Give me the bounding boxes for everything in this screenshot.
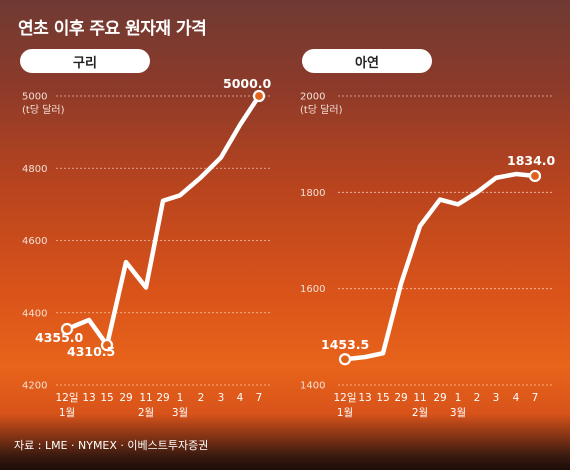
zinc-month-label: 3월 xyxy=(450,407,466,419)
source-note: 자료 : LME · NYMEX · 이베스트투자증권 xyxy=(14,439,209,452)
zinc-data-label: 1453.5 xyxy=(321,337,369,352)
zinc-y-tick-label: 1800 xyxy=(300,188,325,199)
page-title: 연초 이후 주요 원자재 가격 xyxy=(18,19,207,39)
zinc-unit-label: (t당 달러) xyxy=(300,104,343,116)
copper-price-line xyxy=(64,93,262,348)
copper-y-tick-label: 4600 xyxy=(22,236,47,247)
copper-data-marker xyxy=(252,89,266,103)
zinc-x-tick-label: 2 xyxy=(474,392,481,404)
copper-x-tick-label: 7 xyxy=(256,392,263,404)
copper-month-label: 1월 xyxy=(59,407,75,419)
copper-data-label: 4310.5 xyxy=(67,344,115,359)
zinc-y-tick-label: 2000 xyxy=(300,92,325,103)
copper-y-tick-label: 4200 xyxy=(22,381,47,392)
zinc-month-label: 2월 xyxy=(412,407,428,419)
copper-x-tick-label: 4 xyxy=(237,392,244,404)
zinc-month-label: 1월 xyxy=(337,407,353,419)
zinc-x-tick-label: 1 xyxy=(455,392,462,404)
zinc-price-line xyxy=(342,171,538,362)
copper-chart-title: 구리 xyxy=(20,49,150,73)
copper-y-tick-label: 4800 xyxy=(22,164,47,175)
copper-data-marker xyxy=(60,322,74,336)
zinc-x-tick-label: 29 xyxy=(433,392,446,404)
copper-y-tick-label: 4400 xyxy=(22,308,47,319)
zinc-x-tick-label: 29 xyxy=(394,392,407,404)
copper-x-tick-label: 11 xyxy=(139,392,152,404)
zinc-x-tick-label: 4 xyxy=(513,392,520,404)
zinc-x-tick-label: 12일 xyxy=(333,391,356,404)
zinc-chart-title: 아연 xyxy=(302,49,432,73)
copper-x-tick-label: 1 xyxy=(177,392,184,404)
zinc-data-marker xyxy=(528,169,542,183)
copper-x-tick-label: 29 xyxy=(156,392,169,404)
copper-month-label: 2월 xyxy=(138,407,154,419)
copper-x-tick-label: 2 xyxy=(198,392,205,404)
copper-y-tick-label: 5000 xyxy=(22,92,47,103)
copper-data-marker xyxy=(100,338,114,352)
copper-unit-label: (t당 달러) xyxy=(22,104,65,116)
zinc-x-tick-label: 7 xyxy=(532,392,539,404)
zinc-y-tick-label: 1400 xyxy=(300,381,325,392)
copper-x-tick-label: 15 xyxy=(100,392,113,404)
copper-data-label: 5000.0 xyxy=(223,76,272,91)
zinc-data-marker xyxy=(338,353,352,366)
copper-x-tick-label: 12일 xyxy=(55,391,78,404)
copper-x-tick-label: 29 xyxy=(119,392,132,404)
zinc-x-tick-label: 3 xyxy=(493,392,500,404)
zinc-x-tick-label: 11 xyxy=(413,392,426,404)
copper-x-tick-label: 13 xyxy=(82,392,95,404)
zinc-x-tick-label: 15 xyxy=(376,392,389,404)
zinc-y-tick-label: 1600 xyxy=(300,284,325,295)
copper-month-label: 3월 xyxy=(172,407,188,419)
zinc-x-tick-label: 13 xyxy=(358,392,371,404)
zinc-data-label: 1834.0 xyxy=(507,153,556,168)
copper-x-tick-label: 3 xyxy=(218,392,225,404)
copper-data-label: 4355.0 xyxy=(35,330,84,345)
